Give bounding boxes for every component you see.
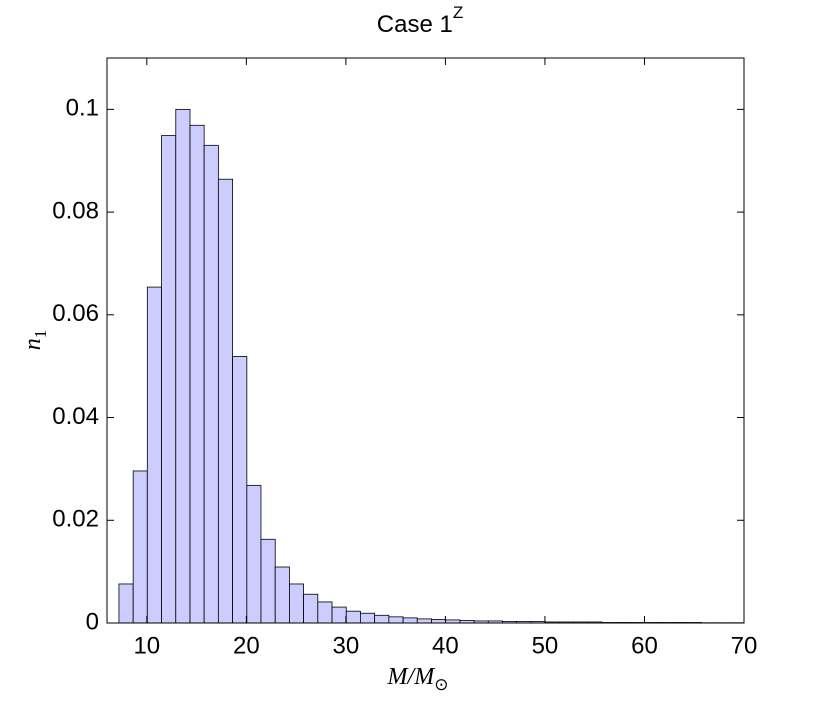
x-tick-label: 30 [333,632,360,659]
bar [289,583,304,624]
y-axis-label: n1 [20,330,50,351]
bar [374,614,390,624]
y-tick-label: 0.02 [52,506,99,533]
x-tick-label: 70 [731,632,758,659]
x-tick-label: 40 [432,632,459,659]
bar [360,612,376,624]
bar [203,144,219,624]
title-superscript: Z [453,3,463,22]
bar [161,135,177,624]
title-text: Case 1 [377,11,453,38]
y-label-text: n [20,338,46,350]
bar [175,108,191,624]
plot-frame [106,57,745,624]
bar [118,583,134,624]
bar [416,618,432,624]
bar [303,593,319,624]
bar [189,124,205,624]
x-tick-label: 50 [532,632,559,659]
x-tick-label: 60 [631,632,658,659]
x-label-subscript: ⊙ [434,675,448,694]
y-tick-label: 0.06 [52,300,99,327]
y-label-subscript: 1 [31,330,50,339]
bar [146,286,162,624]
y-tick-label: 0 [86,608,99,635]
bar [388,616,404,624]
bar [217,178,234,624]
chart-title: Case 1Z [377,3,463,38]
y-tick-label: 0.08 [52,197,99,224]
y-tick-label: 0.1 [66,95,99,122]
x-tick-label: 10 [133,632,160,659]
x-axis-label: M/M⊙ [387,664,449,694]
bar [132,470,148,624]
bar [274,566,290,624]
bar [402,617,418,624]
bar [260,538,276,624]
x-label-text: M/M [387,664,437,690]
y-tick-label: 0.04 [52,403,99,430]
bar [232,356,248,624]
bar [317,601,333,624]
x-tick-label: 20 [233,632,260,659]
bar [331,606,347,624]
bar [246,484,262,624]
bar [345,610,361,624]
bar [431,619,447,624]
